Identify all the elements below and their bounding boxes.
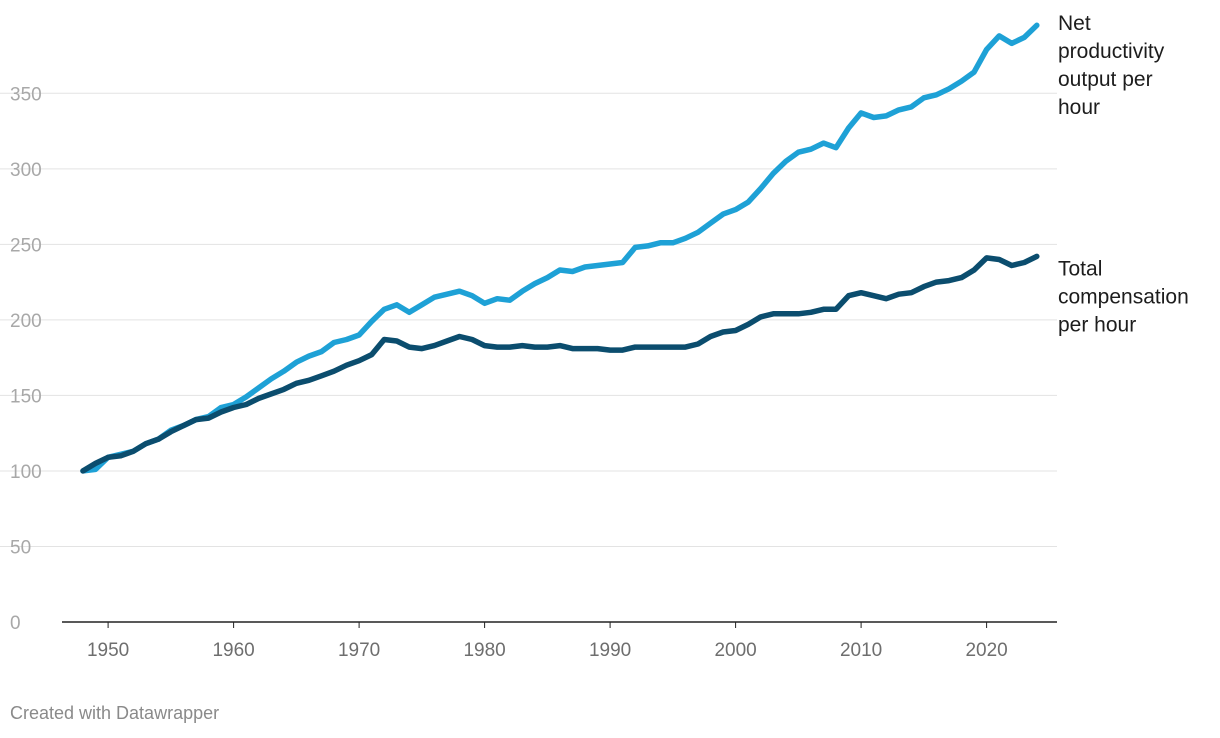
- gridlines: [0, 92, 1057, 623]
- y-axis-ticks: 0 50 100 150 200 250 300 350: [10, 84, 42, 634]
- series-lines: [80, 22, 1040, 474]
- series-label-total-compensation: Total compensation per hour: [1058, 257, 1189, 336]
- series-label-net-productivity: Net productivity output per hour: [1058, 12, 1165, 119]
- x-tick-label: 2000: [714, 640, 756, 661]
- x-tick-label: 1960: [212, 640, 254, 661]
- series-label-line: output per: [1058, 68, 1153, 91]
- y-tick-label: 0: [10, 613, 21, 634]
- series-label-line: Net: [1058, 12, 1091, 35]
- series-line-net-productivity: [80, 22, 1040, 474]
- y-tick-label: 350: [10, 84, 42, 105]
- y-tick-label: 250: [10, 235, 42, 256]
- x-axis-ticks: 1950 1960 1970 1980 1990 2000 2010 2020: [87, 622, 1008, 661]
- series-label-line: per hour: [1058, 313, 1136, 336]
- y-tick-label: 100: [10, 462, 42, 483]
- series-label-line: Total: [1058, 257, 1102, 280]
- x-tick-label: 1990: [589, 640, 631, 661]
- datawrapper-credit: Created with Datawrapper: [10, 703, 220, 723]
- y-tick-label: 300: [10, 160, 42, 181]
- y-tick-label: 50: [10, 537, 31, 558]
- x-tick-label: 2020: [965, 640, 1007, 661]
- y-tick-label: 200: [10, 311, 42, 332]
- x-tick-label: 2010: [840, 640, 882, 661]
- x-tick-label: 1950: [87, 640, 129, 661]
- series-line-total-compensation: [80, 253, 1040, 474]
- x-tick-label: 1970: [338, 640, 380, 661]
- x-tick-label: 1980: [463, 640, 505, 661]
- series-label-line: productivity: [1058, 40, 1165, 63]
- series-label-line: compensation: [1058, 285, 1189, 308]
- series-labels: Net productivity output per hour Total compen…: [1058, 12, 1189, 336]
- y-tick-label: 150: [10, 386, 42, 407]
- series-label-line: hour: [1058, 96, 1100, 119]
